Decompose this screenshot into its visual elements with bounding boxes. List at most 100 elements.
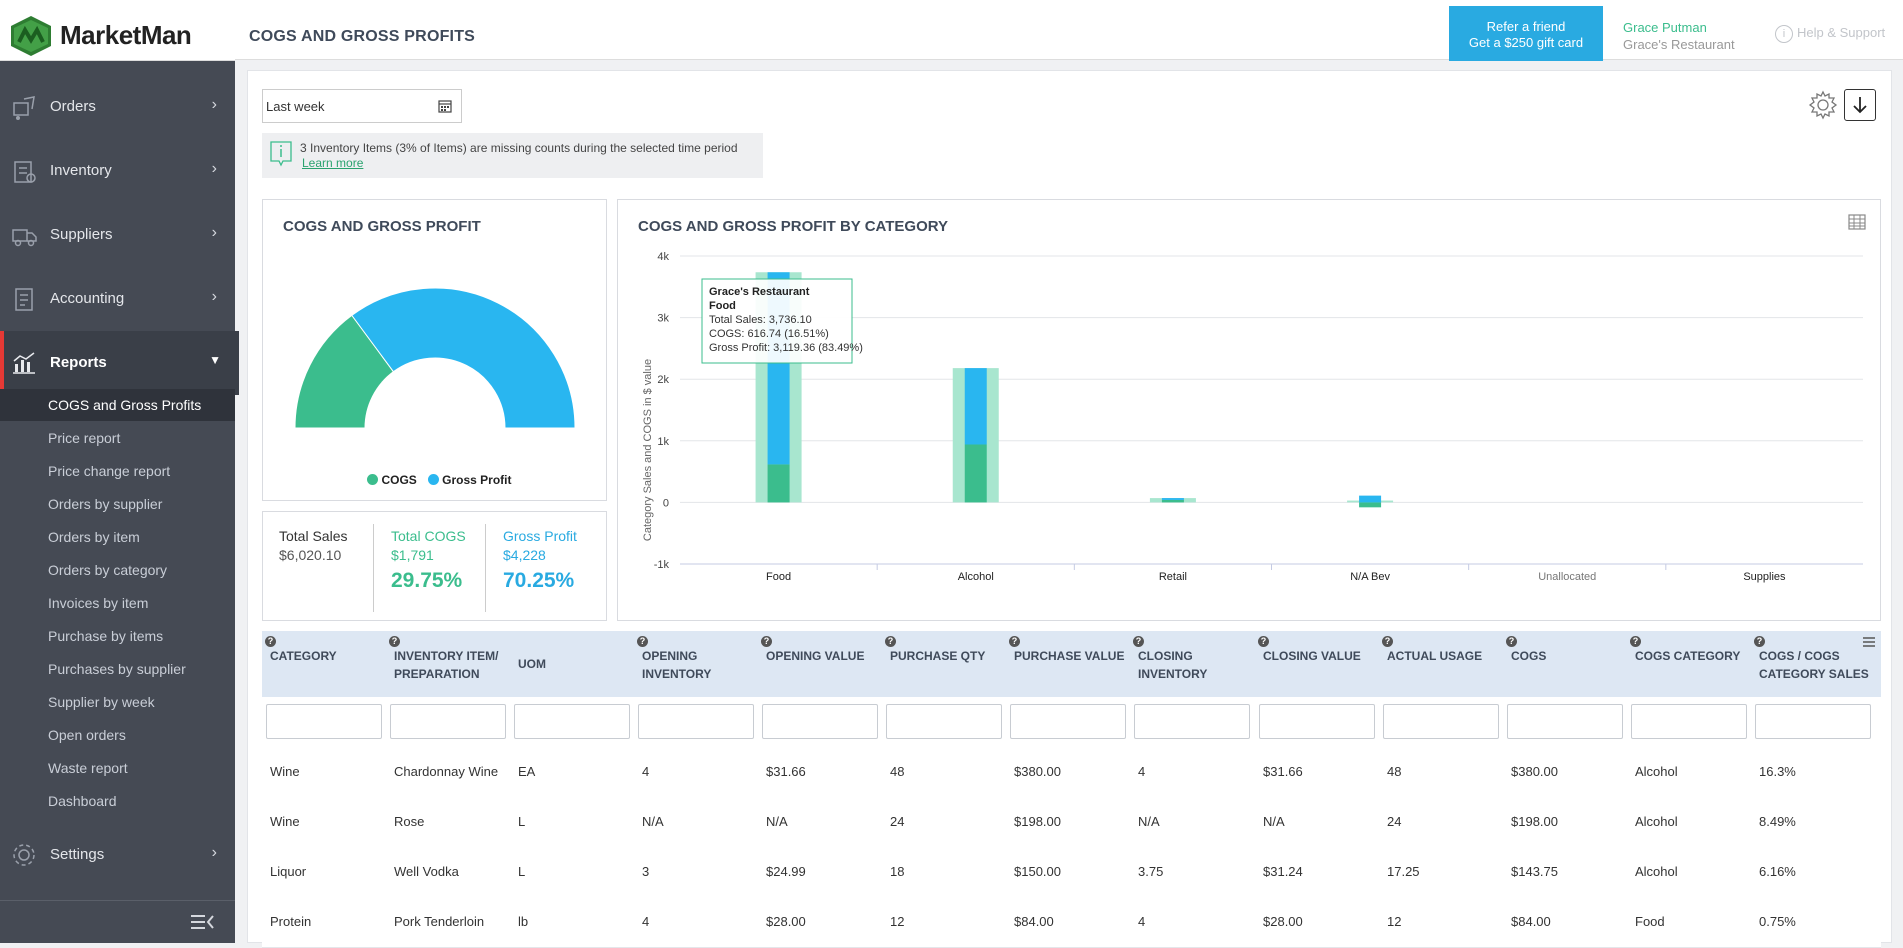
column-header[interactable]: UOM	[510, 631, 634, 697]
refer-friend-button[interactable]: Refer a friend Get a $250 gift card	[1449, 6, 1603, 61]
collapse-sidebar-icon[interactable]	[189, 913, 215, 931]
table-row[interactable]: Wine Rose L N/A N/A 24 $198.00 N/A N/A 24 $198.00 A…	[262, 797, 1881, 848]
sidebar-item-settings[interactable]: Settings ›	[0, 823, 235, 887]
column-filter-input[interactable]	[514, 704, 630, 739]
table-filter-row	[262, 697, 1881, 747]
marketman-logo-icon[interactable]	[8, 14, 54, 58]
gross-profit-legend-dot	[428, 474, 440, 485]
bar-gross-profit[interactable]	[1161, 498, 1184, 500]
settings-gear-icon[interactable]	[1808, 90, 1838, 120]
submenu-item-orders-by-item[interactable]: Orders by item	[0, 521, 235, 553]
gross-profit-block: Gross Profit $4,228 70.25%	[503, 528, 577, 593]
column-filter-input[interactable]	[1010, 704, 1126, 739]
chevron-right-icon: ›	[211, 160, 217, 177]
help-question-icon[interactable]: ?	[761, 636, 772, 647]
help-question-icon[interactable]: ?	[885, 636, 896, 647]
submenu-item-cogs[interactable]: COGS and Gross Profits	[0, 389, 235, 421]
legend-gross-profit[interactable]: Gross Profit	[442, 473, 512, 487]
submenu-item-invoices-by-item[interactable]: Invoices by item	[0, 587, 235, 619]
sidebar-item-accounting[interactable]: Accounting ›	[0, 267, 235, 331]
help-question-icon[interactable]: ?	[1506, 636, 1517, 647]
bar-cogs[interactable]	[1161, 499, 1184, 503]
submenu-item-supplier-by-week[interactable]: Supplier by week	[0, 686, 235, 718]
submenu-item-orders-by-category[interactable]: Orders by category	[0, 554, 235, 586]
submenu-item-waste-report[interactable]: Waste report	[0, 752, 235, 784]
column-filter-input[interactable]	[1755, 704, 1871, 739]
submenu-item-price-report[interactable]: Price report	[0, 422, 235, 454]
help-question-icon[interactable]: ?	[1382, 636, 1393, 647]
table-row[interactable]: Protein Pork Tenderloin lb 4 $28.00 12 $84.00 4…	[262, 897, 1881, 948]
table-cell: 17.25	[1387, 864, 1420, 879]
column-header[interactable]: PURCHASE QTY?	[882, 631, 1006, 697]
column-filter-input[interactable]	[1383, 704, 1499, 739]
column-filter-input[interactable]	[390, 704, 506, 739]
submenu-item-purchases-by-supplier[interactable]: Purchases by supplier	[0, 653, 235, 685]
submenu-item-purchase-by-items[interactable]: Purchase by items	[0, 620, 235, 652]
table-cell: 0.75%	[1759, 914, 1796, 929]
help-question-icon[interactable]: ?	[1630, 636, 1641, 647]
help-question-icon[interactable]: ?	[1009, 636, 1020, 647]
column-filter-input[interactable]	[1134, 704, 1250, 739]
column-filter-input[interactable]	[762, 704, 878, 739]
table-cell: Wine	[270, 764, 300, 779]
info-icon	[270, 141, 292, 167]
submenu-item-price-change[interactable]: Price change report	[0, 455, 235, 487]
column-filter-input[interactable]	[266, 704, 382, 739]
gauge-segment-gross-profit[interactable]	[351, 287, 576, 429]
submenu-item-open-orders[interactable]: Open orders	[0, 719, 235, 751]
learn-more-link[interactable]: Learn more	[302, 156, 364, 170]
column-menu-icon[interactable]	[1862, 636, 1876, 648]
submenu-item-label: Orders by supplier	[48, 496, 163, 512]
calendar-icon[interactable]	[438, 99, 452, 113]
column-header[interactable]: CLOSING INVENTORY?	[1130, 631, 1254, 697]
download-button[interactable]	[1844, 89, 1876, 121]
help-support-link[interactable]: i Help & Support	[1775, 25, 1885, 43]
date-range-picker[interactable]: Last week	[262, 89, 462, 123]
column-header[interactable]: OPENING VALUE?	[758, 631, 882, 697]
column-filter-input[interactable]	[886, 704, 1002, 739]
sidebar-item-orders[interactable]: Orders ›	[0, 75, 235, 139]
sidebar-item-suppliers[interactable]: Suppliers ›	[0, 203, 235, 267]
column-header[interactable]: OPENING INVENTORY?	[634, 631, 758, 697]
help-question-icon[interactable]: ?	[1258, 636, 1269, 647]
help-question-icon[interactable]: ?	[1754, 636, 1765, 647]
sidebar-item-reports[interactable]: Reports ▼	[0, 331, 239, 395]
table-cell: $198.00	[1014, 814, 1061, 829]
bar-cogs[interactable]	[1359, 502, 1382, 508]
submenu-item-label: Supplier by week	[48, 694, 155, 710]
help-question-icon[interactable]: ?	[637, 636, 648, 647]
column-filter-input[interactable]	[638, 704, 754, 739]
total-cogs-label: Total COGS	[391, 528, 466, 544]
submenu-item-dashboard[interactable]: Dashboard	[0, 785, 235, 817]
bar-cogs[interactable]	[964, 444, 987, 503]
help-question-icon[interactable]: ?	[389, 636, 400, 647]
column-header[interactable]: COGS?	[1503, 631, 1627, 697]
legend-cogs[interactable]: COGS	[381, 473, 417, 487]
column-header[interactable]: INVENTORY ITEM/ PREPARATION?	[386, 631, 510, 697]
column-header[interactable]: COGS CATEGORY?	[1627, 631, 1751, 697]
submenu-item-orders-by-supplier[interactable]: Orders by supplier	[0, 488, 235, 520]
bar-gross-profit[interactable]	[964, 368, 987, 445]
date-range-value: Last week	[266, 99, 325, 114]
table-header: CATEGORY? INVENTORY ITEM/ PREPARATION? UOM…	[262, 631, 1881, 697]
table-row[interactable]: Wine Chardonnay Wine EA 4 $31.66 48 $380.00 4 $3…	[262, 747, 1881, 798]
column-header[interactable]: PURCHASE VALUE?	[1006, 631, 1130, 697]
column-header[interactable]: CATEGORY?	[262, 631, 386, 697]
column-header[interactable]: ACTUAL USAGE?	[1379, 631, 1503, 697]
table-row[interactable]: Liquor Well Vodka L 3 $24.99 18 $150.00 3.75 $31…	[262, 847, 1881, 898]
table-cell: $28.00	[1263, 914, 1303, 929]
column-header[interactable]: COGS / COGS CATEGORY SALES?	[1751, 631, 1875, 697]
cogs-gross-profit-card: COGS AND GROSS PROFIT COGS Gross Profit	[262, 199, 607, 501]
help-question-icon[interactable]: ?	[1133, 636, 1144, 647]
table-view-icon[interactable]	[1848, 214, 1866, 230]
bar-cogs[interactable]	[767, 464, 790, 503]
column-filter-input[interactable]	[1631, 704, 1747, 739]
sidebar-item-inventory[interactable]: Inventory ›	[0, 139, 235, 203]
help-question-icon[interactable]: ?	[265, 636, 276, 647]
user-menu[interactable]: Grace Putman Grace's Restaurant	[1623, 20, 1753, 52]
bar-gross-profit[interactable]	[1359, 495, 1382, 503]
column-filter-input[interactable]	[1259, 704, 1375, 739]
chevron-right-icon: ›	[211, 224, 217, 241]
column-filter-input[interactable]	[1507, 704, 1623, 739]
column-header[interactable]: CLOSING VALUE?	[1255, 631, 1379, 697]
